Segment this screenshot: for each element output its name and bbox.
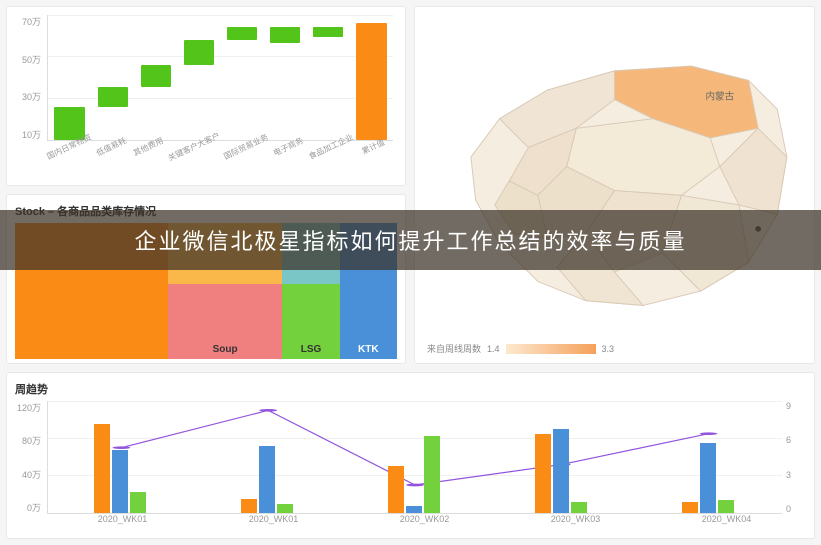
trend-y-right: 9 6 3 0: [786, 401, 806, 514]
trend-bar[interactable]: [424, 436, 440, 513]
trend-bar[interactable]: [241, 499, 257, 513]
trend-bar[interactable]: [94, 424, 110, 513]
trend-chart-card: 周趋势 120万 80万 40万 0万 9 6 3 0 2020_WK01202…: [6, 372, 815, 539]
overlay-banner: 企业微信北极星指标如何提升工作总结的效率与质量: [0, 210, 821, 270]
trend-bar[interactable]: [571, 502, 587, 513]
treemap-cell[interactable]: Soup: [168, 284, 283, 359]
trend-bar[interactable]: [700, 443, 716, 513]
trend-bar[interactable]: [406, 506, 422, 513]
trend-chart: 120万 80万 40万 0万 9 6 3 0 2020_WK012020_WK…: [15, 401, 806, 534]
trend-bar[interactable]: [682, 502, 698, 513]
trend-x-labels: 2020_WK012020_WK012020_WK022020_WK032020…: [47, 514, 802, 534]
map-region-label: 内蒙古: [705, 91, 734, 103]
trend-bar[interactable]: [112, 450, 128, 513]
treemap-cell[interactable]: LSG: [282, 284, 339, 359]
map-legend: 来自周线周数 1.4 3.3: [427, 342, 614, 355]
trend-bar[interactable]: [553, 429, 569, 513]
waterfall-chart-card: 70万 50万 30万 10万 国内日常物资低值易耗其他费用关键客户大客户国际贸…: [6, 6, 406, 186]
waterfall-bar[interactable]: [270, 27, 300, 44]
waterfall-chart: 70万 50万 30万 10万 国内日常物资低值易耗其他费用关键客户大客户国际贸…: [15, 15, 397, 161]
china-map-card: 内蒙古 来自周线周数 1.4 3.3: [414, 6, 815, 364]
trend-bar[interactable]: [130, 492, 146, 513]
china-map[interactable]: 内蒙古: [423, 15, 806, 328]
dashboard-root: 70万 50万 30万 10万 国内日常物资低值易耗其他费用关键客户大客户国际贸…: [0, 0, 821, 545]
overlay-text: 企业微信北极星指标如何提升工作总结的效率与质量: [134, 224, 686, 256]
waterfall-bar[interactable]: [184, 40, 214, 65]
gradient-scale: [506, 344, 596, 354]
trend-bar[interactable]: [535, 434, 551, 513]
waterfall-bar[interactable]: [313, 27, 343, 37]
trend-plot: [47, 401, 782, 514]
waterfall-y-axis: 70万 50万 30万 10万: [15, 15, 45, 141]
waterfall-x-labels: 国内日常物资低值易耗其他费用关键客户大客户国际贸易业务电子商务食品加工企业累计值: [47, 141, 393, 161]
trend-title: 周趋势: [15, 381, 806, 397]
waterfall-bar[interactable]: [141, 65, 171, 87]
waterfall-bar[interactable]: [227, 27, 257, 40]
trend-bar[interactable]: [388, 466, 404, 513]
waterfall-bar[interactable]: [98, 87, 128, 107]
waterfall-plot: [47, 15, 393, 141]
waterfall-bar[interactable]: [356, 23, 386, 140]
trend-bar[interactable]: [259, 446, 275, 513]
trend-bar[interactable]: [277, 504, 293, 513]
trend-y-left: 120万 80万 40万 0万: [15, 401, 45, 514]
trend-bar[interactable]: [718, 500, 734, 513]
